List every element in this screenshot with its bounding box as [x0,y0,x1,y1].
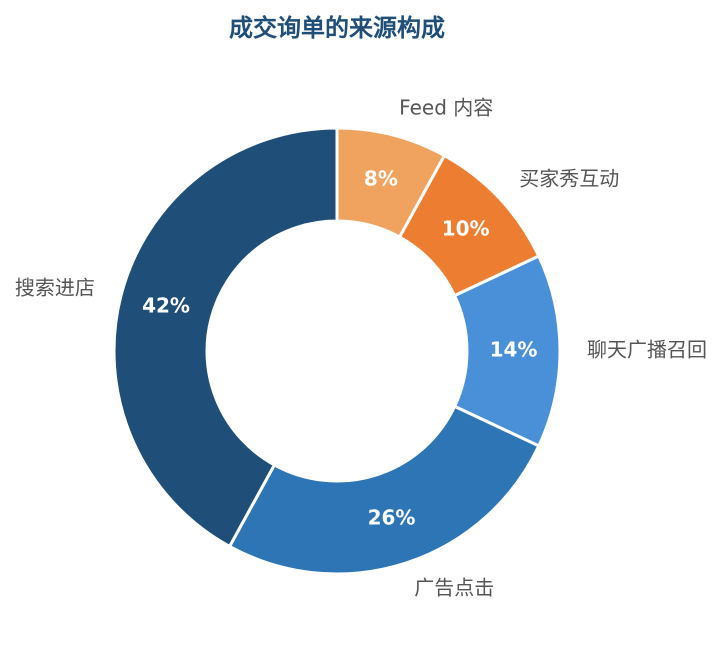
chart-title: 成交询单的来源构成 [229,14,445,42]
donut-slice [112,126,339,549]
category-label: 搜索进店 [15,275,95,299]
category-label: 买家秀互动 [519,166,619,190]
value-label: 14% [490,338,538,362]
category-label: Feed 内容 [399,95,493,119]
value-label: 8% [364,167,398,191]
value-label: 10% [442,217,490,241]
donut-slice [227,404,541,576]
category-label: 广告点击 [414,575,494,599]
value-label: 42% [142,294,190,318]
value-label: 26% [368,505,416,529]
category-label: 聊天广播召回 [587,338,707,362]
